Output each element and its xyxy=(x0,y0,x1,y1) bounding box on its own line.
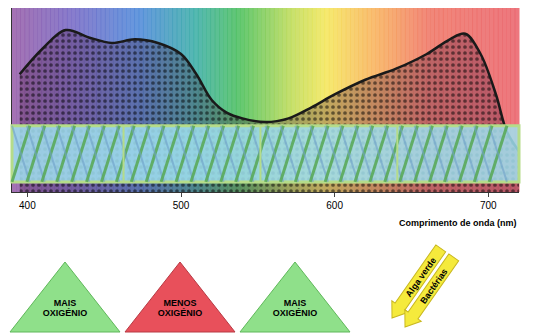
svg-text:400: 400 xyxy=(19,200,36,211)
svg-text:500: 500 xyxy=(173,200,190,211)
svg-text:600: 600 xyxy=(326,200,343,211)
svg-text:MENOSOXIGÉNIO: MENOSOXIGÉNIO xyxy=(158,298,203,318)
svg-text:Bactérias: Bactérias xyxy=(418,267,449,306)
svg-text:MAISOXIGÉNIO: MAISOXIGÉNIO xyxy=(43,298,88,318)
svg-text:Comprimento de onda (nm): Comprimento de onda (nm) xyxy=(399,218,517,228)
svg-text:Alga verde: Alga verde xyxy=(403,255,439,299)
svg-text:700: 700 xyxy=(480,200,497,211)
svg-text:MAISOXIGÉNIO: MAISOXIGÉNIO xyxy=(273,298,318,318)
